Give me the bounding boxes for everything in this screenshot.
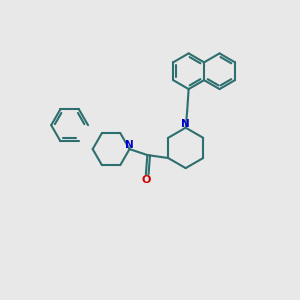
Text: O: O (141, 175, 151, 185)
Text: N: N (181, 119, 190, 129)
Text: N: N (124, 140, 133, 150)
